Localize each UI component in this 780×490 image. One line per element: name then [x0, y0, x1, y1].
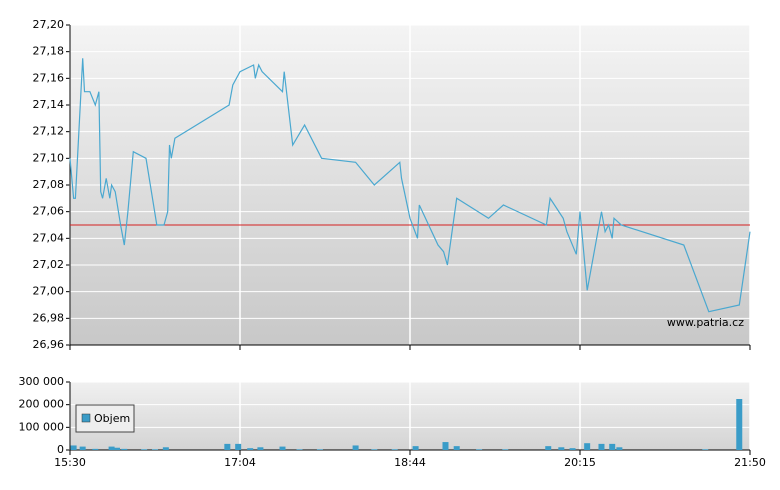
- y-tick-label: 0: [57, 443, 64, 456]
- volume-bar: [558, 447, 565, 450]
- volume-bar: [609, 443, 616, 450]
- volume-bar: [702, 449, 709, 450]
- volume-bar: [279, 446, 286, 450]
- y-tick-label: 27,20: [33, 18, 65, 31]
- volume-bar: [545, 446, 552, 450]
- volume-bar: [224, 443, 231, 450]
- price-line: [69, 58, 751, 313]
- volume-bar: [257, 447, 264, 450]
- volume-bar: [152, 449, 158, 450]
- x-tick-label: 21:50: [734, 456, 766, 469]
- y-tick-label: 27,12: [33, 125, 65, 138]
- y-tick-label: 300 000: [19, 375, 65, 388]
- y-tick-label: 27,08: [33, 178, 65, 191]
- volume-bar: [79, 446, 86, 450]
- volume-bar: [316, 449, 323, 450]
- volume-bar: [442, 442, 449, 450]
- volume-bar: [502, 449, 509, 450]
- volume-bar: [736, 399, 743, 450]
- y-tick-label: 27,10: [33, 151, 65, 164]
- volume-bar: [296, 449, 303, 450]
- y-tick-label: 200 000: [19, 398, 65, 411]
- y-tick-label: 27,00: [33, 285, 65, 298]
- volume-bar: [584, 443, 591, 450]
- y-tick-label: 27,18: [33, 45, 65, 58]
- volume-bar: [453, 446, 460, 450]
- legend-label: Objem: [94, 412, 130, 425]
- volume-bar: [114, 447, 121, 450]
- volume-bar: [70, 445, 77, 450]
- volume-bar: [162, 447, 169, 450]
- y-tick-label: 27,14: [33, 98, 65, 111]
- volume-bar: [92, 448, 99, 450]
- volume-bar: [598, 443, 605, 450]
- y-tick-label: 100 000: [19, 420, 65, 433]
- legend-swatch: [81, 413, 91, 423]
- volume-bar: [476, 449, 483, 450]
- y-tick-label: 27,06: [33, 205, 65, 218]
- volume-bar: [141, 449, 148, 450]
- x-tick-label: 18:44: [394, 456, 426, 469]
- y-tick-label: 27,16: [33, 71, 65, 84]
- x-tick-label: 20:15: [564, 456, 596, 469]
- volume-bar: [391, 449, 398, 450]
- volume-bar: [108, 446, 115, 450]
- y-tick-label: 27,02: [33, 258, 65, 271]
- y-tick-label: 26,96: [33, 338, 65, 351]
- volume-bar: [235, 443, 242, 450]
- y-tick-label: 27,04: [33, 231, 65, 244]
- x-tick-label: 15:30: [54, 456, 86, 469]
- volume-bar: [247, 448, 254, 450]
- volume-bar: [352, 445, 359, 450]
- volume-bar: [412, 446, 419, 450]
- x-tick-label: 17:04: [224, 456, 256, 469]
- volume-bar: [121, 448, 128, 450]
- volume-bar: [569, 448, 576, 450]
- y-tick-label: 26,98: [33, 311, 65, 324]
- volume-bar: [371, 449, 378, 450]
- volume-bar: [616, 447, 623, 450]
- watermark: www.patria.cz: [667, 316, 744, 329]
